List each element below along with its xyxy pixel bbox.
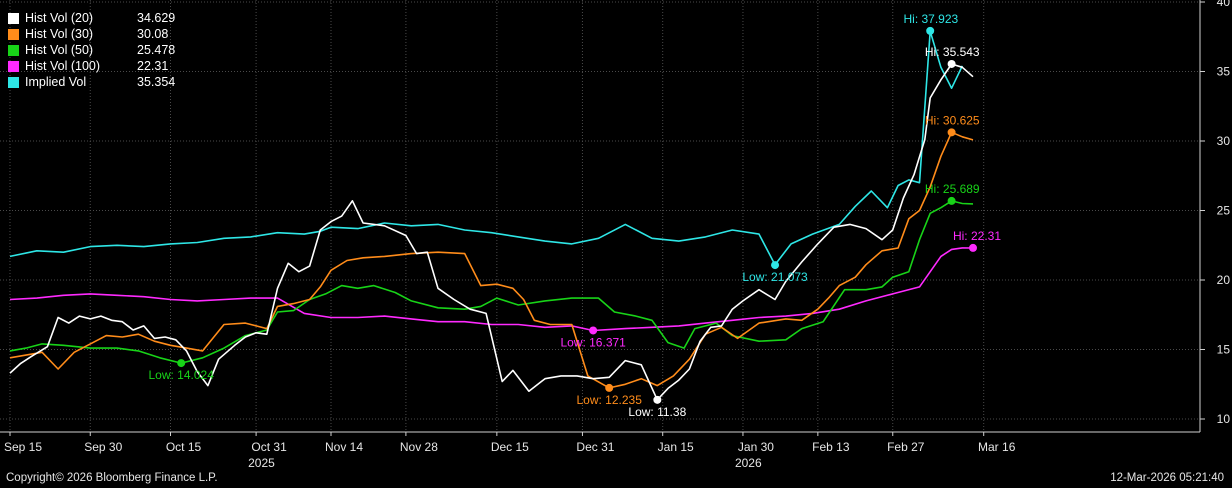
low-label: Low: 16.371 [560,335,626,349]
legend-item-implied-vol: Implied Vol 35.354 [8,74,175,90]
series-line-hist-vol-100 [9,247,974,332]
legend-item-hist-vol-100: Hist Vol (100) 22.31 [8,58,175,74]
y-tick-label: 25 [1217,204,1231,218]
high-label: Hi: 25.689 [925,182,980,196]
x-tick-label: Sep 15 [4,440,42,454]
x-tick-label: Jan 15 [658,440,694,454]
low-label: Low: 21.073 [742,270,808,284]
legend-swatch [8,76,19,88]
legend-value: 35.354 [137,75,176,89]
x-tick-label: Mar 16 [978,440,1016,454]
copyright-text: Copyright© 2026 Bloomberg Finance L.P. [6,472,218,484]
high-marker [947,128,956,137]
y-tick-label: 10 [1217,412,1231,426]
high-marker [969,243,977,252]
x-tick-label: Feb 13 [812,440,850,454]
legend-value: 30.08 [137,27,169,41]
low-marker [589,326,598,335]
legend-swatch [8,12,19,24]
x-year-label: 2026 [735,456,762,470]
low-label: Low: 14.024 [149,368,215,382]
legend-item-hist-vol-50: Hist Vol (50) 25.478 [8,42,175,58]
legend-label: Implied Vol [25,75,87,89]
chart-legend: Hist Vol (20) 34.629 Hist Vol (30) 30.08… [8,10,175,90]
low-label: Low: 11.38 [628,405,686,419]
x-tick-label: Nov 14 [325,440,363,454]
legend-label: Hist Vol (50) [25,43,94,57]
y-tick-label: 15 [1217,343,1231,357]
legend-swatch [8,28,19,40]
legend-label: Hist Vol (30) [25,27,94,41]
low-marker [177,359,186,368]
high-label: Hi: 37.923 [903,12,958,26]
legend-value: 22.31 [137,59,169,73]
legend-label: Hist Vol (20) [25,11,94,25]
series-line-implied-vol [9,30,964,266]
y-tick-label: 20 [1217,273,1231,287]
high-label: Hi: 22.31 [953,229,1001,243]
y-tick-label: 40 [1217,0,1231,9]
legend-item-hist-vol-20: Hist Vol (20) 34.629 [8,10,175,26]
high-label: Hi: 30.625 [925,113,980,127]
y-tick-label: 30 [1217,134,1231,148]
series-line-hist-vol-20 [9,63,974,401]
x-tick-label: Dec 31 [576,440,614,454]
x-tick-label: Jan 30 [738,440,774,454]
x-year-label: 2025 [248,456,275,470]
x-tick-label: Oct 15 [166,440,202,454]
low-marker [771,261,780,270]
high-marker [947,59,956,68]
footer-bar: Copyright© 2026 Bloomberg Finance L.P. 1… [0,470,1232,488]
x-tick-label: Nov 28 [400,440,438,454]
series-line-hist-vol-30 [9,131,974,389]
series-line-hist-vol-50 [9,200,974,364]
x-tick-label: Dec 15 [491,440,529,454]
low-marker [605,383,614,392]
legend-swatch [8,60,19,72]
legend-value: 25.478 [137,43,176,57]
legend-item-hist-vol-30: Hist Vol (30) 30.08 [8,26,175,42]
legend-label: Hist Vol (100) [25,59,101,73]
low-marker [653,395,662,404]
low-label: Low: 12.235 [577,393,643,407]
x-tick-label: Feb 27 [887,440,925,454]
high-label: Hi: 35.543 [925,45,980,59]
high-marker [947,196,956,205]
high-marker [926,26,935,35]
legend-swatch [8,44,19,56]
y-tick-label: 35 [1217,65,1231,79]
timestamp-text: 12-Mar-2026 05:21:40 [1110,472,1224,484]
x-tick-label: Oct 31 [251,440,287,454]
x-tick-label: Sep 30 [84,440,122,454]
legend-value: 34.629 [137,11,176,25]
